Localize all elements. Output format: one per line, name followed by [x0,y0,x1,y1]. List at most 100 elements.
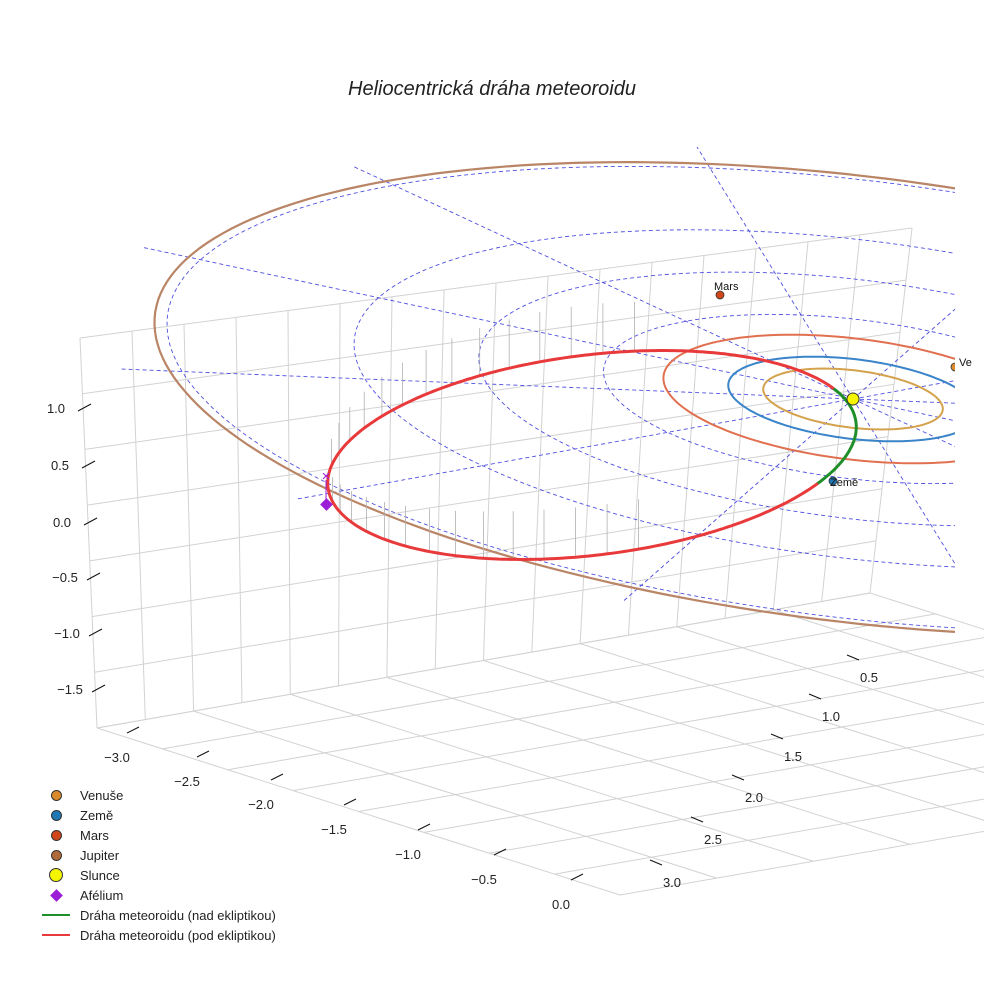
legend-item: Dráha meteoroidu (pod ekliptikou) [40,925,276,945]
x-tick-label: −1.0 [395,847,421,862]
legend-swatch [40,888,72,902]
ecliptic-radial [852,398,955,422]
legend-item: Dráha meteoroidu (nad ekliptikou) [40,905,276,925]
grid-line [483,282,497,661]
legend-swatch [40,914,72,916]
grid-line [627,262,653,636]
grid-line [773,609,984,678]
grid-line [183,324,195,712]
grid-line [579,269,601,644]
x-tick-label: −2.5 [174,774,200,789]
grid-line [579,643,984,774]
legend-item: Slunce [40,865,276,885]
legend-label: Afélium [80,887,124,903]
y-tick-mark [770,733,784,740]
grid-line [235,317,243,703]
grid-line [87,383,895,506]
legend-marker [50,829,62,841]
venus-marker [950,362,955,372]
jupiter-orbit [153,160,955,634]
x-tick-mark [343,798,357,806]
earth-marker [828,476,838,486]
x-tick-mark [270,773,284,781]
ecliptic-radial [696,146,854,400]
z-tick-label: 1.0 [47,401,65,416]
ecliptic-circle [478,271,955,527]
y-axis-ticks: 0.5 1.0 1.5 2.0 2.5 3.0 [649,654,878,890]
z-tick-mark [81,460,96,469]
x-tick-mark [126,726,140,734]
grid-line [82,279,907,395]
grid-line [386,296,393,678]
legend-item: Afélium [40,885,276,905]
legend-marker [49,888,63,902]
legend-label: Venuše [80,787,124,803]
z-tick-label: −1.0 [54,626,80,641]
z-tick-mark [91,684,106,693]
legend-swatch [40,829,72,841]
legend-swatch [40,789,72,801]
y-tick-label: 2.0 [745,790,763,805]
grid-line [676,626,984,726]
legend-label: Mars [80,827,109,843]
aphelion-marker [320,498,333,511]
z-tick-mark [77,403,92,412]
grid-line [724,248,757,619]
z-tick-mark [88,628,103,637]
grid-line [79,337,98,729]
markers: × Mars Země [320,281,955,511]
legend-marker [50,809,62,821]
z-tick-mark [83,517,98,526]
legend-item: Mars [40,825,276,845]
legend-label: Dráha meteoroidu (pod ekliptikou) [80,927,276,943]
x-tick-mark [493,848,507,856]
ecliptic-radial [140,246,854,400]
y-tick-mark [731,774,745,781]
legend-swatch [40,868,72,882]
legend-item: Jupiter [40,845,276,865]
grid-line [84,331,901,450]
grid-line [92,488,883,618]
ecliptic-radial [852,398,955,404]
legend-marker [50,789,62,801]
x-tick-label: −1.5 [321,822,347,837]
grid-line [89,436,889,562]
z-tick-mark [86,572,101,581]
meteoroid-arc-below [326,359,819,561]
ecliptic-radial [296,398,854,500]
drop-lines [331,301,639,560]
jupiter-orbit-line [153,160,955,634]
y-tick-mark [808,693,822,700]
legend-label: Slunce [80,867,120,883]
ecliptic-radial [852,398,955,447]
grid-line [531,276,549,653]
legend-label: Dráha meteoroidu (nad ekliptikou) [80,907,276,923]
legend-item: Venuše [40,785,276,805]
legend-swatch [40,809,72,821]
legend-marker [49,868,63,882]
z-tick-label: 0.0 [53,515,71,530]
grid-line [489,766,984,854]
y-tick-label: 2.5 [704,832,722,847]
x-tick-label: −2.0 [248,797,274,812]
z-axis-ticks: 1.0 0.5 0.0 −0.5 −1.0 −1.5 [47,401,106,697]
y-tick-label: 1.5 [784,749,802,764]
x-axis-ticks: −3.0 −2.5 −2.0 −1.5 −1.0 −0.5 0.0 [104,726,584,912]
grid-line [483,660,984,821]
x-tick-mark [196,750,210,758]
meteoroid-arc-below [544,349,837,391]
x-tick-mark [570,873,584,881]
z-tick-label: −0.5 [52,570,78,585]
legend: Venuše Země Mars Jupiter Slunce Afélium Dráha … [40,785,276,945]
grid-line [821,234,861,602]
y-tick-label: 0.5 [860,670,878,685]
ecliptic-circle [603,313,955,485]
y-tick-label: 1.0 [822,709,840,724]
grid-line [554,798,984,875]
grid-line [358,701,984,812]
x-tick-label: −3.0 [104,750,130,765]
aphelion-projection-marker: × [322,468,331,485]
grid-line [434,289,445,669]
legend-swatch [40,849,72,861]
grid-line [619,830,984,896]
